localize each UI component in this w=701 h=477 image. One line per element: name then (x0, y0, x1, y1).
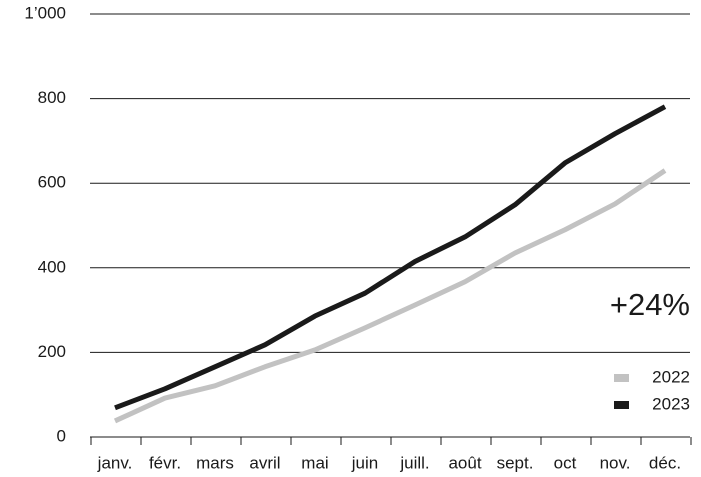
x-tick-label: avril (249, 453, 280, 472)
legend-label: 2023 (652, 394, 690, 413)
legend-label: 2022 (652, 367, 690, 386)
x-tick-label: sept. (497, 453, 534, 472)
x-tick-label: mars (196, 453, 234, 472)
y-tick-label: 600 (38, 173, 66, 192)
y-tick-label: 200 (38, 342, 66, 361)
x-tick-label: août (448, 453, 481, 472)
x-tick-label: févr. (149, 453, 181, 472)
legend-swatch (614, 374, 629, 382)
y-tick-label: 400 (38, 257, 66, 276)
x-tick-label: oct (554, 453, 577, 472)
y-tick-label: 0 (57, 426, 66, 445)
x-tick-label: déc. (649, 453, 681, 472)
x-tick-label: mai (301, 453, 328, 472)
x-tick-label: juill. (399, 453, 429, 472)
annotation: +24% (610, 287, 690, 322)
x-tick-label: janv. (97, 453, 133, 472)
y-tick-label: 800 (38, 88, 66, 107)
legend-swatch (614, 401, 629, 409)
line (113, 168, 667, 424)
line (114, 104, 667, 411)
x-tick-label: nov. (600, 453, 631, 472)
y-tick-label: 1’000 (24, 3, 66, 22)
x-tick-label: juin (351, 453, 378, 472)
